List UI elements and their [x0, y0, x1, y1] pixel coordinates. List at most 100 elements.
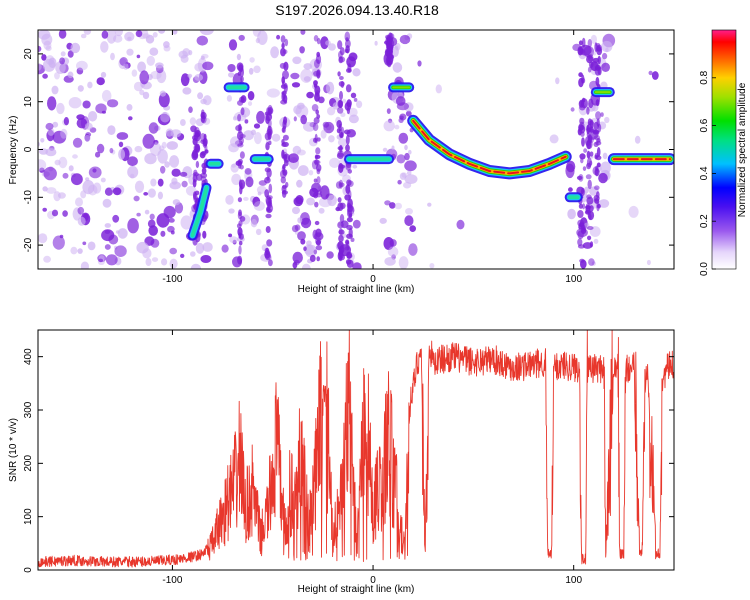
- noise-blob: [229, 236, 238, 244]
- noise-blob: [404, 174, 418, 185]
- noise-blob: [318, 207, 325, 214]
- noise-blob: [161, 141, 167, 149]
- noise-blob: [221, 244, 229, 253]
- noise-blob: [101, 30, 109, 39]
- noise-streak: [589, 151, 594, 157]
- noise-blob: [254, 132, 262, 145]
- noise-streak: [314, 159, 320, 166]
- noise-blob: [228, 143, 239, 153]
- noise-blob: [38, 30, 51, 40]
- noise-blob: [113, 34, 123, 43]
- noise-blob: [187, 73, 193, 78]
- noise-blob: [171, 168, 181, 177]
- noise-blob: [131, 69, 138, 77]
- noise-blob: [88, 166, 102, 179]
- noise-blob: [157, 178, 164, 187]
- noise-blob: [429, 263, 435, 269]
- noise-blob: [228, 39, 238, 51]
- noise-streak: [237, 255, 243, 265]
- noise-streak: [192, 174, 198, 183]
- noise-blob: [145, 258, 152, 266]
- noise-blob: [399, 34, 411, 45]
- snr-y-axis-label: SNR (10 * v/v): [8, 418, 19, 482]
- noise-blob: [350, 92, 357, 99]
- noise-blob: [435, 84, 442, 94]
- noise-blob: [100, 41, 109, 53]
- noise-blob: [82, 241, 87, 246]
- noise-streak: [586, 106, 590, 115]
- noise-blob: [328, 135, 335, 143]
- noise-blob: [117, 228, 128, 239]
- noise-blob: [202, 61, 214, 71]
- noise-blob: [290, 72, 300, 80]
- noise-blob: [172, 199, 181, 206]
- noise-streak: [337, 99, 343, 108]
- noise-streak: [582, 203, 586, 210]
- noise-blob: [406, 170, 412, 176]
- noise-blob: [348, 114, 359, 124]
- noise-blob: [396, 154, 406, 164]
- noise-blob: [62, 210, 68, 217]
- noise-blob: [136, 54, 141, 59]
- noise-streak: [586, 150, 591, 159]
- noise-blob: [38, 62, 42, 71]
- noise-blob: [150, 178, 157, 187]
- noise-streak: [268, 183, 273, 194]
- noise-blob: [84, 122, 93, 130]
- noise-blob: [180, 215, 193, 230]
- noise-streak: [338, 123, 342, 132]
- noise-streak: [579, 104, 586, 111]
- noise-blob: [348, 52, 358, 62]
- spectrogram-x-tick-label: 0: [370, 274, 376, 285]
- noise-blob: [417, 60, 422, 67]
- noise-blob: [59, 57, 65, 65]
- noise-blob: [194, 74, 204, 81]
- noise-blob: [83, 30, 92, 35]
- noise-blob: [45, 55, 55, 65]
- noise-streak: [345, 134, 350, 145]
- noise-blob: [294, 224, 301, 231]
- noise-blob: [67, 71, 74, 79]
- noise-blob: [253, 123, 261, 129]
- noise-blob: [404, 160, 417, 172]
- noise-streak: [283, 159, 289, 167]
- noise-blob: [70, 42, 81, 54]
- noise-streak: [339, 131, 344, 138]
- noise-blob: [67, 50, 74, 58]
- noise-blob: [383, 120, 395, 132]
- noise-blob: [291, 82, 301, 88]
- noise-blob: [77, 248, 83, 254]
- noise-blob: [180, 253, 185, 258]
- noise-streak: [240, 96, 245, 102]
- colorbar-tick-label: 0.0: [699, 262, 710, 276]
- noise-blob: [602, 52, 608, 60]
- noise-blob: [150, 238, 160, 248]
- noise-streak: [597, 55, 601, 65]
- noise-streak: [338, 228, 343, 235]
- noise-blob: [137, 61, 147, 73]
- noise-blob: [96, 143, 105, 154]
- noise-streak: [578, 40, 583, 46]
- noise-streak: [345, 45, 350, 54]
- noise-blob: [116, 132, 129, 140]
- noise-blob: [96, 77, 105, 86]
- noise-streak: [596, 46, 603, 56]
- noise-streak: [580, 187, 585, 196]
- noise-streak: [266, 197, 272, 207]
- noise-streak: [586, 194, 592, 200]
- noise-streak: [240, 76, 244, 83]
- noise-blob: [328, 43, 336, 51]
- noise-blob: [180, 73, 190, 87]
- noise-blob: [130, 173, 135, 179]
- noise-blob: [392, 62, 403, 73]
- noise-blob: [303, 244, 315, 255]
- colorbar-tick-label: 0.4: [699, 166, 710, 180]
- noise-streak: [584, 136, 591, 147]
- noise-blob: [598, 172, 608, 184]
- noise-streak: [338, 163, 344, 173]
- noise-streak: [339, 90, 343, 101]
- noise-streak: [315, 154, 321, 159]
- noise-blob: [112, 214, 120, 223]
- noise-blob: [159, 90, 166, 97]
- spectrogram-y-tick-label: 0: [23, 146, 34, 152]
